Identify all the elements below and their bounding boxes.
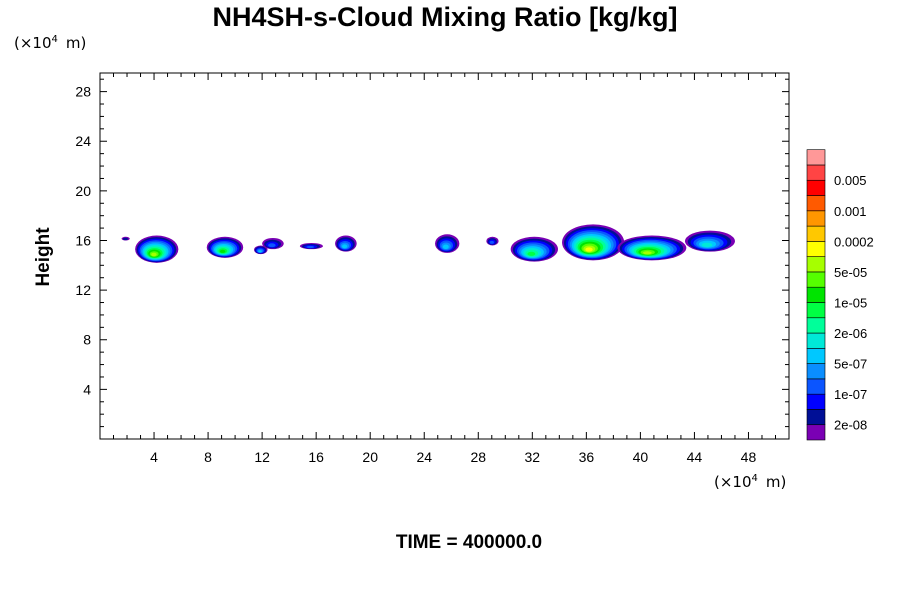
- cloud-patch: [684, 230, 735, 252]
- cloud-contour-level: [527, 251, 536, 256]
- colorbar: 2e-08 1e-07 5e-07 2e-06 1e-05 5e-05 0.0002 0.00…: [806, 149, 874, 441]
- colorbar-label: 5e-05: [834, 265, 867, 280]
- x-tick-label: 12: [254, 449, 270, 465]
- x-axis-unit: (×104 m): [714, 473, 786, 491]
- x-tick-label: 36: [579, 449, 595, 465]
- colorbar-label: 5e-07: [834, 357, 867, 372]
- colorbar-swatch: [806, 225, 826, 242]
- x-tick-label: 24: [416, 449, 432, 465]
- cloud-patch: [262, 238, 284, 250]
- colorbar-swatch: [806, 256, 826, 273]
- colorbar-label: 1e-05: [834, 295, 867, 310]
- y-axis: 4 8 12 16 20 24 28: [75, 78, 789, 428]
- colorbar-label: 0.0002: [834, 234, 874, 249]
- colorbar-label: 0.005: [834, 173, 867, 188]
- x-tick-label: 28: [470, 449, 486, 465]
- x-tick-label: 16: [308, 449, 324, 465]
- colorbar-swatch: [806, 302, 826, 319]
- y-axis-label: Height: [33, 227, 54, 287]
- colorbar-label: 2e-08: [834, 418, 867, 433]
- cloud-contour-level: [701, 242, 713, 248]
- colorbar-swatch: [806, 164, 826, 181]
- x-tick-label: 8: [204, 449, 212, 465]
- cloud-contour-level: [642, 251, 652, 255]
- colorbar-swatch: [806, 149, 826, 166]
- cloud-field: [121, 224, 735, 263]
- y-tick-label: 4: [83, 381, 91, 397]
- cloud-contour-level: [258, 250, 262, 253]
- colorbar-label: 2e-06: [834, 326, 867, 341]
- cloud-contour-level: [442, 244, 449, 250]
- cloud-contour-level: [342, 244, 348, 249]
- y-axis-unit: (×104 m): [14, 34, 86, 52]
- cloud-contour-level: [489, 240, 494, 244]
- colorbar-swatch: [806, 210, 826, 227]
- cloud-patch: [335, 235, 357, 252]
- x-tick-label: 40: [633, 449, 649, 465]
- y-tick-label: 20: [75, 183, 91, 199]
- cloud-patch: [435, 234, 460, 253]
- cloud-patch: [617, 235, 687, 261]
- colorbar-swatch: [806, 271, 826, 288]
- colorbar-swatch: [806, 363, 826, 380]
- colorbar-swatch: [806, 195, 826, 212]
- y-tick-label: 24: [75, 133, 91, 149]
- x-tick-label: 32: [525, 449, 541, 465]
- colorbar-swatch: [806, 409, 826, 426]
- cloud-patch: [510, 236, 558, 262]
- colorbar-swatch: [806, 241, 826, 257]
- x-tick-label: 20: [362, 449, 378, 465]
- cloud-patch: [486, 236, 499, 246]
- colorbar-swatch: [806, 393, 826, 410]
- cloud-patch: [206, 236, 244, 258]
- x-tick-label: 44: [687, 449, 703, 465]
- x-tick-label: 48: [741, 449, 757, 465]
- y-tick-label: 16: [75, 232, 91, 248]
- colorbar-swatch: [806, 332, 826, 349]
- colorbar-label: 1e-07: [834, 387, 867, 402]
- cloud-contour-level: [122, 237, 128, 241]
- cloud-patch: [135, 235, 179, 263]
- y-tick-label: 8: [83, 332, 91, 348]
- cloud-patch: [562, 224, 625, 261]
- cloud-patch: [254, 245, 268, 255]
- cloud-contour-level: [219, 249, 226, 253]
- colorbar-swatch: [806, 286, 826, 303]
- colorbar-swatch: [806, 378, 826, 395]
- cloud-contour-level: [268, 243, 276, 248]
- cloud-patch: [299, 242, 323, 250]
- colorbar-label: 0.001: [834, 204, 867, 219]
- time-label: TIME = 400000.0: [396, 532, 542, 553]
- plot-frame: [99, 72, 790, 440]
- x-axis: 4 8 12 16 20 24 28 32 36 40 44 48: [113, 73, 776, 465]
- cloud-patch: [121, 236, 130, 241]
- cloud-contour-level: [585, 247, 593, 252]
- x-tick-label: 4: [150, 449, 158, 465]
- colorbar-swatch: [806, 317, 826, 334]
- colorbar-swatch: [806, 424, 826, 441]
- y-tick-label: 28: [75, 84, 91, 100]
- colorbar-swatch: [806, 179, 826, 196]
- cloud-contour-level: [306, 245, 315, 249]
- cloud-contour-level: [151, 252, 157, 257]
- y-tick-label: 12: [75, 282, 91, 298]
- colorbar-swatch: [806, 348, 826, 364]
- chart-title: NH4SH-s-Cloud Mixing Ratio [kg/kg]: [213, 2, 678, 32]
